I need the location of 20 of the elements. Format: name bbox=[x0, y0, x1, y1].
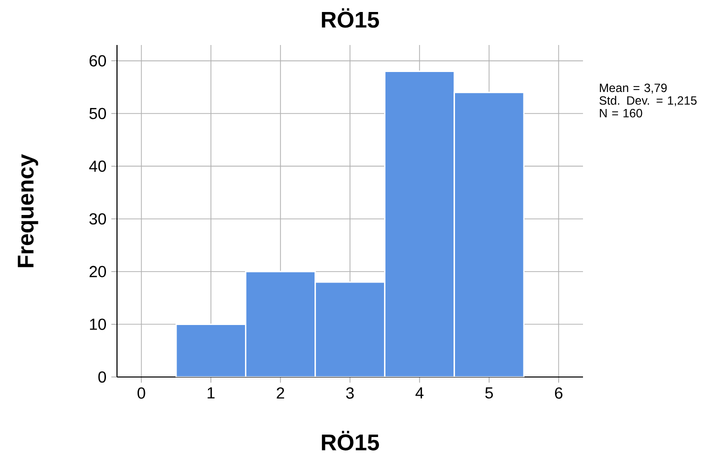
y-tick-label: 60 bbox=[90, 55, 106, 66]
text: Std. Dev. = 1,215 bbox=[599, 96, 697, 106]
y-tick-label: 40 bbox=[89, 160, 106, 172]
y-tick-label: 0 bbox=[98, 371, 106, 383]
chart-title: RÖ15 bbox=[322, 8, 379, 28]
x-tick-label: 4 bbox=[415, 387, 424, 398]
x-tick-label: 1 bbox=[208, 387, 215, 398]
x-tick-label: 5 bbox=[485, 387, 493, 399]
x-tick-label: 2 bbox=[276, 387, 284, 399]
x-tick-label: 6 bbox=[555, 387, 562, 399]
y-axis-title: Frequency bbox=[18, 154, 38, 268]
y-tick-label: 20 bbox=[90, 266, 106, 278]
text: Mean = 3,79 bbox=[600, 84, 667, 94]
y-tick-label: 50 bbox=[89, 108, 106, 120]
text: N = 160 bbox=[600, 108, 642, 118]
x-axis-title: RÖ15 bbox=[322, 430, 379, 450]
x-tick-label: 0 bbox=[138, 387, 146, 399]
y-tick-label: 10 bbox=[90, 318, 106, 330]
x-tick-label: 3 bbox=[346, 387, 354, 399]
y-tick-label: 30 bbox=[89, 213, 106, 225]
